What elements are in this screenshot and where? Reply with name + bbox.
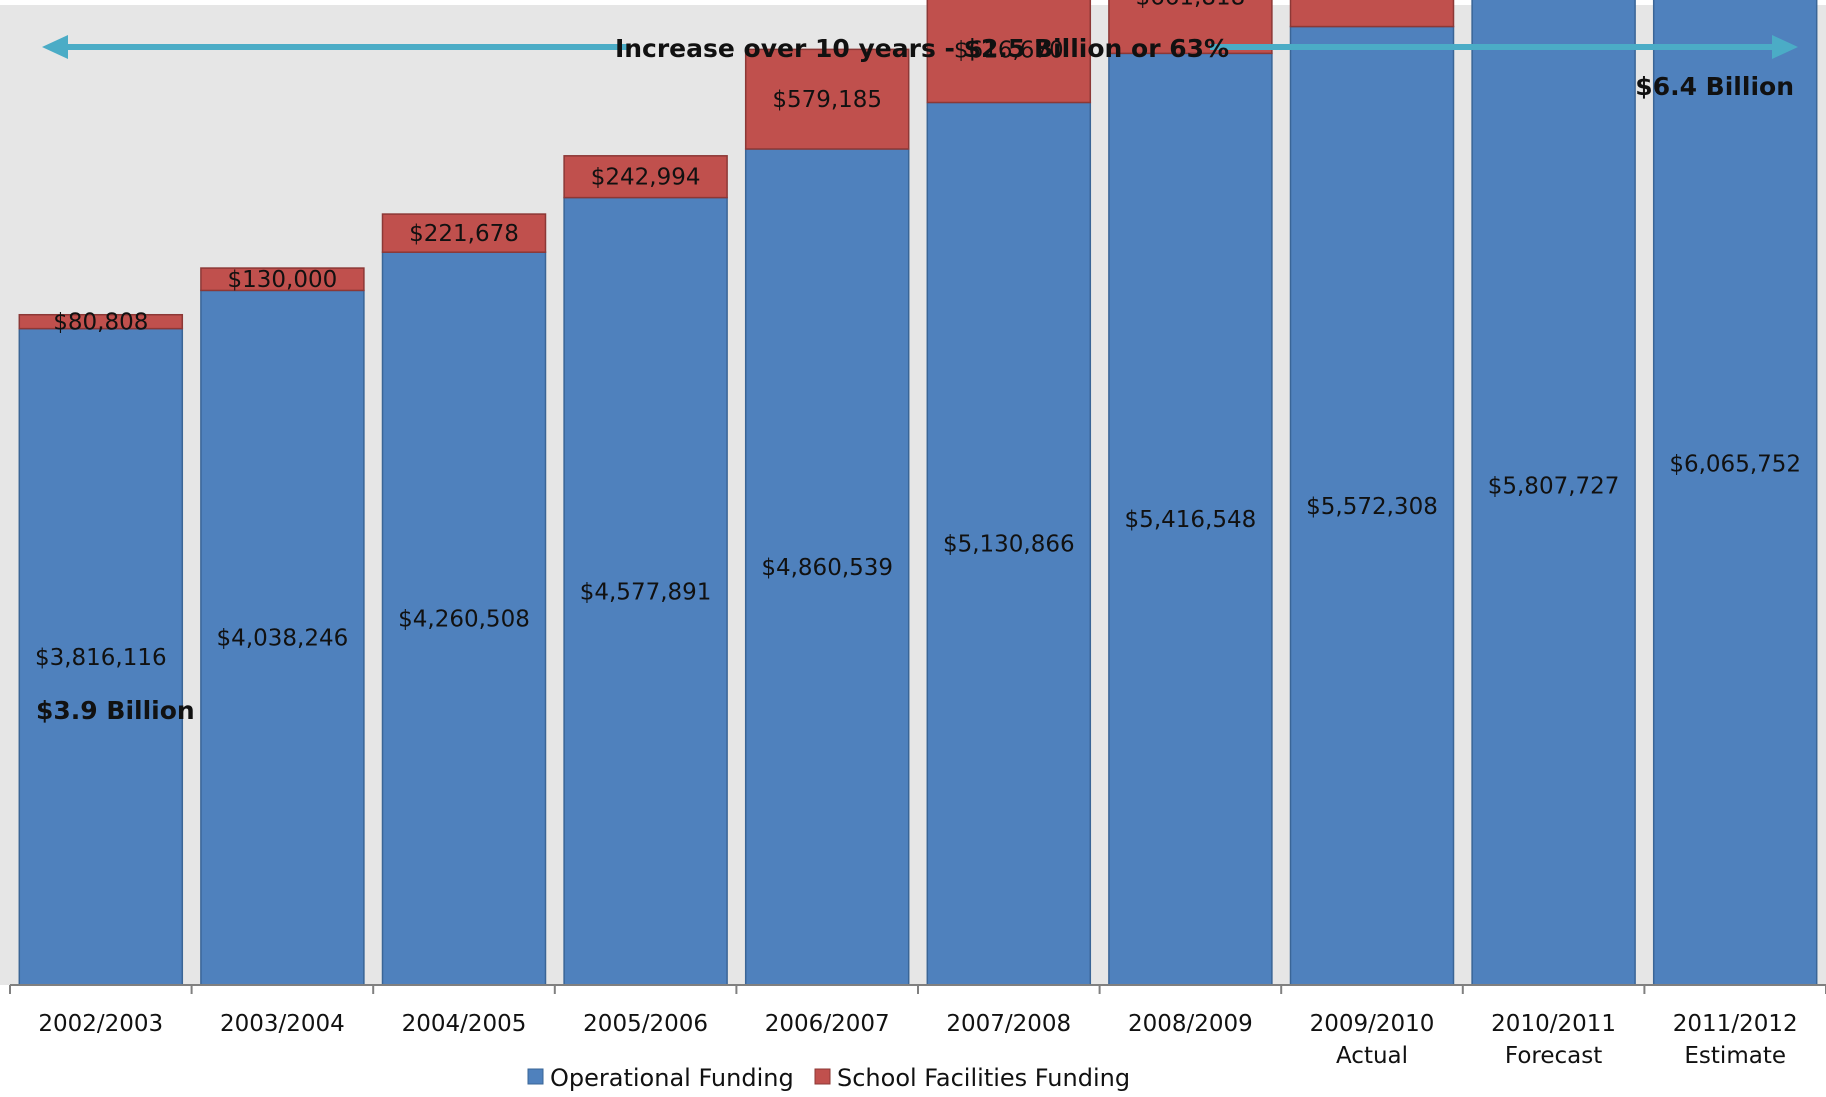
data-label-operational-funding-9: $6,065,752 <box>1669 451 1801 477</box>
bar-operational-funding-0 <box>18 327 184 986</box>
data-label-operational-funding-0: $3,816,116 <box>35 645 167 671</box>
data-label-school-facilities-funding-6: $661,818 <box>1136 0 1246 10</box>
bar-school-facilities-funding-7 <box>1289 0 1455 28</box>
legend-swatch-school-facilities-funding <box>814 1068 831 1085</box>
data-label-school-facilities-funding-2: $221,678 <box>409 221 519 247</box>
x-tick-label-4: 2006/2007 <box>765 1011 890 1037</box>
bar-operational-funding-1 <box>200 289 365 986</box>
bar-operational-funding-5 <box>926 101 1092 986</box>
bar-school-facilities-funding-1 <box>200 267 365 292</box>
data-label-operational-funding-5: $5,130,866 <box>943 532 1075 558</box>
data-label-operational-funding-6: $5,416,548 <box>1125 507 1257 533</box>
x-tick-label-line-9-1: Estimate <box>1684 1043 1786 1069</box>
x-tick-label-9: 2011/2012 Estimate <box>1673 1011 1798 1069</box>
legend-swatch-operational-funding <box>527 1068 544 1085</box>
x-tick-label-line-6-0: 2008/2009 <box>1128 1011 1253 1037</box>
x-tick-label-line-7-0: 2009/2010 <box>1310 1011 1435 1037</box>
x-tick-label-line-3-0: 2005/2006 <box>583 1011 708 1037</box>
bar-school-facilities-funding-0 <box>18 313 184 330</box>
x-tick-label-line-8-1: Forecast <box>1505 1043 1602 1069</box>
bar-school-facilities-funding-2 <box>381 213 547 253</box>
x-axis-tick-labels: 2002/2003 2003/2004 2004/2005 2005/2006 2006… <box>38 1011 1797 1069</box>
span-arrow-left-head-icon <box>42 35 68 59</box>
bar-operational-funding-7 <box>1289 25 1455 986</box>
data-label-operational-funding-8: $5,807,727 <box>1488 474 1620 500</box>
span-arrow-label: Increase over 10 years - $2.5 Billion or… <box>615 34 1229 63</box>
x-tick-label-line-5-0: 2007/2008 <box>946 1011 1071 1037</box>
bars-layer <box>18 0 1818 986</box>
x-tick-label-line-7-1: Actual <box>1336 1043 1408 1069</box>
start-total-callout: $3.9 Billion <box>36 696 195 725</box>
bar-school-facilities-funding-3 <box>563 155 728 199</box>
x-axis-ticks <box>9 985 1826 994</box>
x-tick-label-6: 2008/2009 <box>1128 1011 1253 1037</box>
x-tick-label-line-4-0: 2006/2007 <box>765 1011 890 1037</box>
x-tick-label-7: 2009/2010 Actual <box>1310 1011 1435 1069</box>
data-label-operational-funding-1: $4,038,246 <box>217 626 349 652</box>
data-label-school-facilities-funding-4: $579,185 <box>772 87 882 113</box>
end-total-callout: $6.4 Billion <box>1635 72 1794 101</box>
bar-operational-funding-9 <box>1652 0 1818 986</box>
x-tick-label-1: 2003/2004 <box>220 1011 345 1037</box>
x-tick-label-line-0-0: 2002/2003 <box>38 1011 163 1037</box>
x-tick-label-2: 2004/2005 <box>402 1011 527 1037</box>
legend-label-school-facilities-funding: School Facilities Funding <box>837 1064 1130 1092</box>
x-tick-label-5: 2007/2008 <box>946 1011 1071 1037</box>
bar-school-facilities-funding-5 <box>926 0 1092 104</box>
bar-operational-funding-6 <box>1108 52 1273 986</box>
x-tick-label-3: 2005/2006 <box>583 1011 708 1037</box>
span-arrow-annotation: Increase over 10 years - $2.5 Billion or… <box>42 34 1798 63</box>
x-tick-label-line-2-0: 2004/2005 <box>402 1011 527 1037</box>
x-tick-label-line-9-0: 2011/2012 <box>1673 1011 1798 1037</box>
data-labels-layer: $3,816,116 $80,808 $4,038,246 $130,000 $4,26… <box>35 0 1801 671</box>
x-tick-label-line-8-0: 2010/2011 <box>1491 1011 1616 1037</box>
x-tick-label-0: 2002/2003 <box>38 1011 163 1037</box>
data-label-school-facilities-funding-1: $130,000 <box>228 267 338 293</box>
data-label-school-facilities-funding-5: $616,670 <box>954 37 1064 63</box>
data-label-operational-funding-7: $5,572,308 <box>1306 494 1438 520</box>
data-label-school-facilities-funding-0: $80,808 <box>53 310 148 336</box>
data-label-operational-funding-4: $4,860,539 <box>761 555 893 581</box>
data-label-operational-funding-3: $4,577,891 <box>580 579 712 605</box>
bar-school-facilities-funding-4 <box>744 48 910 150</box>
legend: Operational Funding School Facilities Fu… <box>527 1064 1130 1092</box>
data-label-operational-funding-2: $4,260,508 <box>398 607 530 633</box>
legend-label-operational-funding: Operational Funding <box>550 1064 794 1092</box>
bar-operational-funding-8 <box>1471 0 1636 986</box>
data-label-school-facilities-funding-3: $242,994 <box>591 165 701 191</box>
x-tick-label-line-1-0: 2003/2004 <box>220 1011 345 1037</box>
x-tick-label-8: 2010/2011 Forecast <box>1491 1011 1616 1069</box>
span-arrow-right-head-icon <box>1772 35 1798 59</box>
